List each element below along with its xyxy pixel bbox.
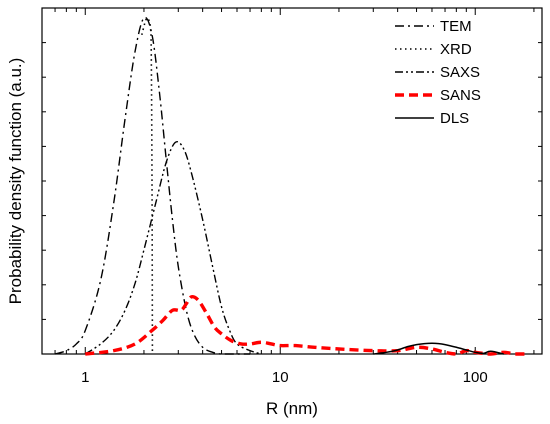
series-layer bbox=[54, 16, 526, 356]
legend-label-sans: SANS bbox=[440, 87, 481, 104]
legend-label-tem: TEM bbox=[440, 18, 472, 35]
y-axis-ticks bbox=[42, 42, 542, 320]
series-line-sans bbox=[85, 295, 526, 356]
legend: TEM XRD SAXS SANS DLS bbox=[395, 18, 481, 127]
series-line-dls bbox=[373, 342, 504, 355]
x-tick-label: 1 bbox=[81, 369, 89, 386]
x-axis-ticks: 1 10 100 bbox=[41, 8, 535, 386]
legend-label-dls: DLS bbox=[440, 110, 469, 127]
x-axis-label: R (nm) bbox=[266, 399, 318, 418]
legend-label-saxs: SAXS bbox=[440, 64, 480, 81]
y-axis-label: Probability density function (a.u.) bbox=[6, 58, 25, 305]
series-line-tem bbox=[54, 16, 251, 355]
x-tick-label: 10 bbox=[272, 369, 289, 386]
x-tick-label: 100 bbox=[463, 369, 488, 386]
series-line-saxs bbox=[84, 141, 262, 355]
series-line-xrd bbox=[141, 17, 154, 355]
legend-label-xrd: XRD bbox=[440, 41, 472, 58]
